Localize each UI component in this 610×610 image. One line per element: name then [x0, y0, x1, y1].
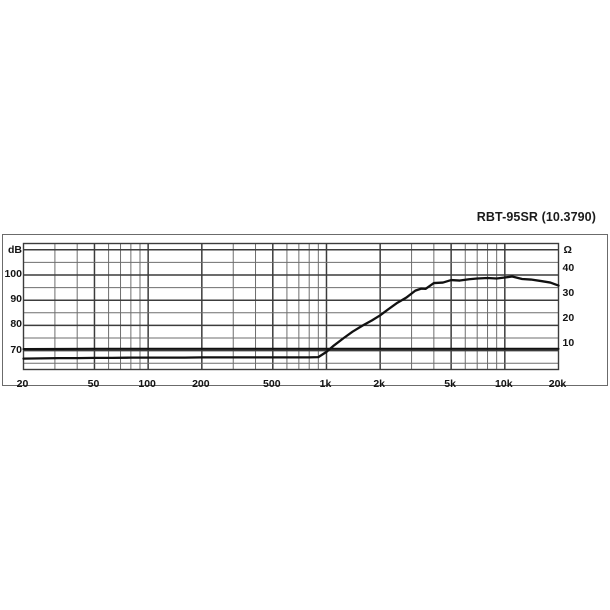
y-tick-ohm-10: 10 — [562, 337, 575, 350]
grid-horizontal — [23, 249, 559, 364]
y-tick-db-70: 70 — [10, 343, 22, 356]
x-tick-1k: 1k — [319, 377, 332, 390]
axis-unit-db: dB — [8, 243, 22, 256]
chart-title: RBT-95SR (10.3790) — [476, 210, 596, 224]
frequency-response-chart — [2, 234, 608, 386]
y-tick-db-90: 90 — [10, 293, 22, 306]
x-tick-20k: 20k — [548, 377, 567, 390]
x-tick-50: 50 — [87, 377, 100, 390]
x-tick-2k: 2k — [373, 377, 385, 390]
x-tick-200: 200 — [192, 377, 210, 390]
x-tick-10k: 10k — [495, 377, 513, 390]
y-tick-ohm-20: 20 — [562, 312, 575, 325]
x-tick-500: 500 — [263, 377, 281, 390]
axis-unit-ohm: Ω — [563, 243, 572, 256]
x-tick-5k: 5k — [444, 377, 456, 390]
plot-area — [22, 242, 560, 371]
y-tick-ohm-40: 40 — [562, 261, 575, 274]
y-tick-db-100: 100 — [4, 268, 22, 280]
x-tick-100: 100 — [138, 377, 156, 390]
plot-frame — [22, 242, 560, 371]
spl-response-curve — [22, 275, 560, 360]
x-tick-20: 20 — [16, 377, 29, 390]
y-tick-ohm-30: 30 — [562, 286, 575, 299]
y-tick-db-80: 80 — [10, 318, 22, 331]
